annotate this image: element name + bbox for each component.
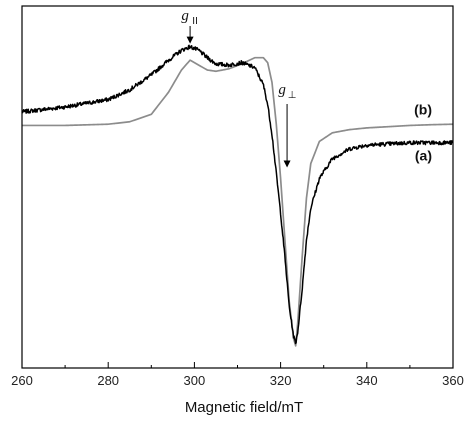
- x-axis: 260 280 300 320 340 360: [11, 362, 464, 388]
- annotations: g IIg ⊥(b)(a): [181, 8, 432, 168]
- annotation-arrow-head: [186, 36, 194, 44]
- annotation-arrow-head: [283, 160, 291, 168]
- g-annotation-label: g: [278, 82, 286, 98]
- x-tick-label: 260: [11, 373, 33, 388]
- g-annotation-subscript: ⊥: [288, 90, 297, 101]
- x-tick-label: 300: [184, 373, 206, 388]
- x-tick-label: 320: [270, 373, 292, 388]
- x-tick-label: 340: [356, 373, 378, 388]
- series-line-a: [21, 44, 454, 345]
- g-annotation-subscript: II: [192, 16, 198, 27]
- x-tick-label: 280: [97, 373, 119, 388]
- g-annotation-label: g: [181, 8, 189, 24]
- plot-area: [21, 44, 454, 347]
- x-axis-title: Magnetic field/mT: [185, 399, 303, 416]
- x-tick-label: 360: [442, 373, 464, 388]
- curve-label-b: (b): [414, 101, 432, 117]
- curve-label-a: (a): [415, 148, 432, 164]
